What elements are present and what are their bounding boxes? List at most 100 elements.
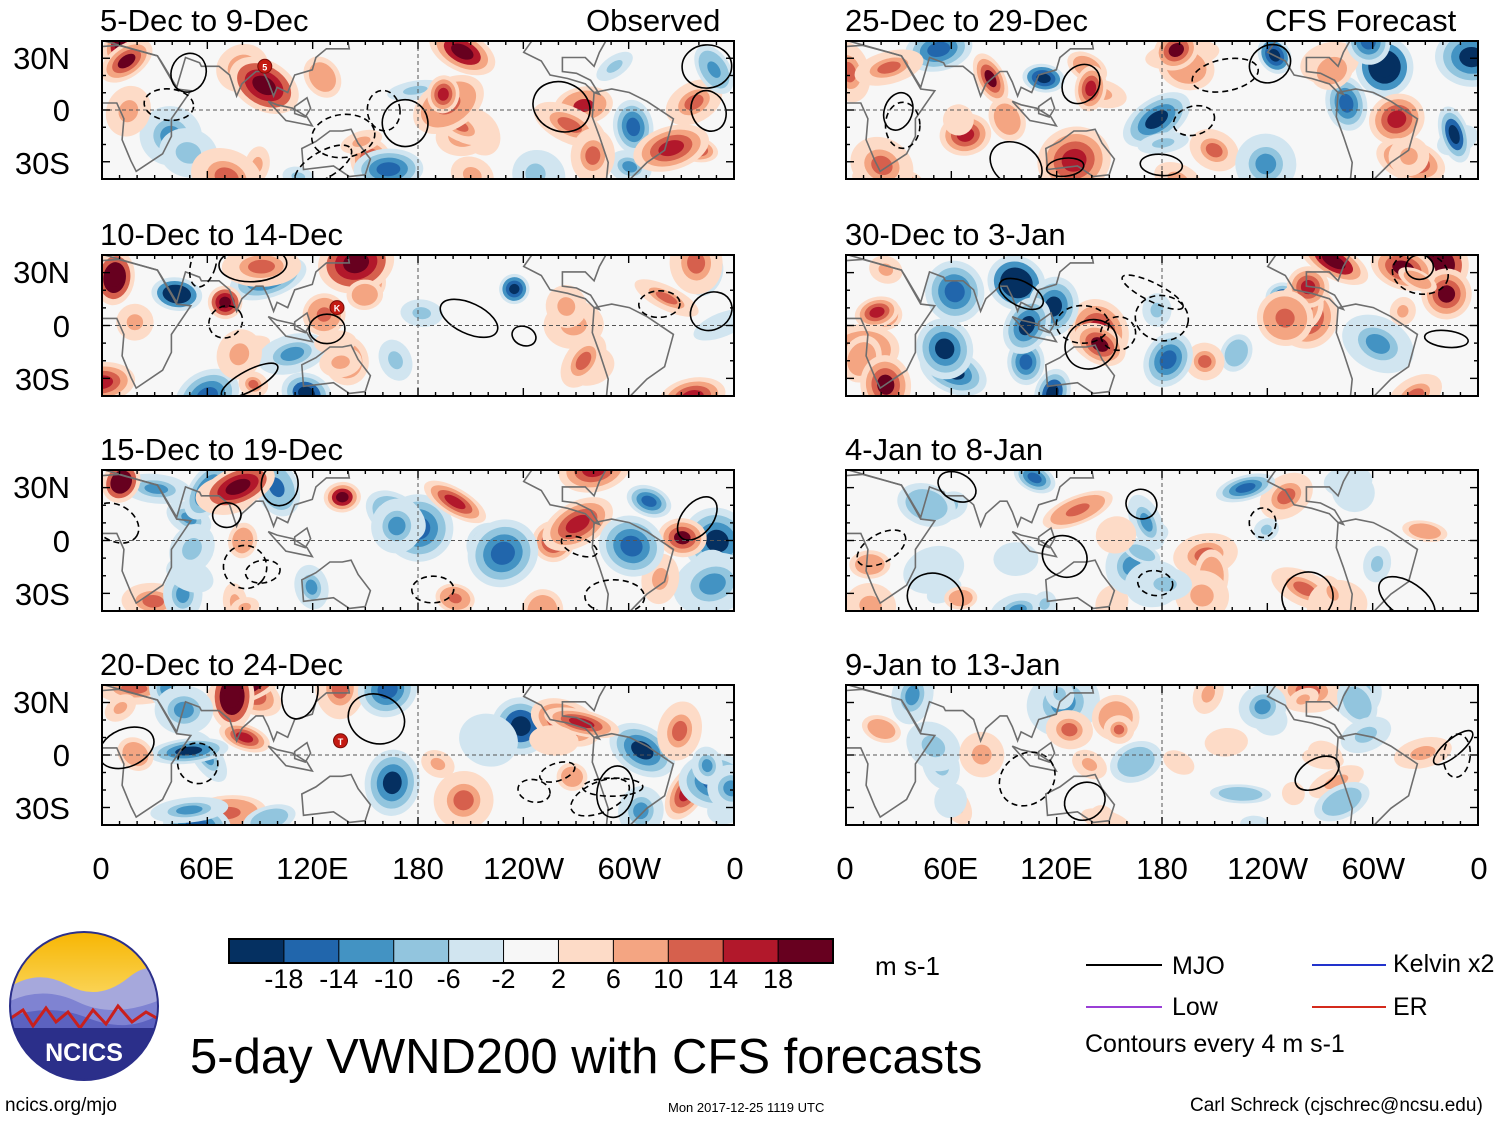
wind-anomaly-shading xyxy=(252,75,276,96)
lon-label: 0 xyxy=(726,851,744,886)
wind-anomaly-shading xyxy=(687,254,706,274)
wind-anomaly-shading xyxy=(871,155,893,176)
wind-anomaly-shading xyxy=(1216,736,1236,749)
coastline xyxy=(293,526,312,549)
wind-anomaly-shading xyxy=(314,68,331,87)
wind-anomaly-shading xyxy=(280,346,305,361)
mjo-contour xyxy=(517,778,551,804)
coastline xyxy=(522,684,608,741)
coastline xyxy=(1335,303,1419,397)
mjo-contour xyxy=(1045,157,1085,178)
wind-anomaly-shading xyxy=(575,351,592,371)
wind-anomaly-shading xyxy=(219,296,231,309)
mjo-contour xyxy=(211,501,242,529)
colorbar-tick-label: -6 xyxy=(436,964,461,994)
wind-anomaly-shading xyxy=(723,780,735,797)
wind-anomaly-shading xyxy=(1081,758,1098,771)
legend-er-label: ER xyxy=(1393,993,1428,1021)
mjo-contour xyxy=(1063,781,1106,822)
wind-anomaly-shading xyxy=(182,538,202,560)
coastline xyxy=(1044,128,1116,178)
wind-anomaly-shading xyxy=(606,59,623,73)
colorbar-swatch xyxy=(723,939,779,963)
wind-anomaly-shading xyxy=(453,790,474,811)
coastline xyxy=(1044,344,1116,395)
mjo-contour xyxy=(998,751,1056,807)
wind-anomaly-shading xyxy=(382,771,402,795)
mjo-contour xyxy=(218,254,288,283)
mjo-contour xyxy=(1136,569,1174,597)
wind-anomaly-shading xyxy=(1227,789,1254,799)
colorbar-swatch xyxy=(338,939,394,963)
lon-label: 60E xyxy=(923,851,979,886)
wind-anomaly-shading xyxy=(1448,125,1460,144)
colorbar-tick-label: -2 xyxy=(491,964,516,994)
lon-label: 180 xyxy=(1136,851,1188,886)
wind-anomaly-shading xyxy=(622,161,638,173)
lon-label: 60W xyxy=(597,851,662,886)
units-label: m s-1 xyxy=(875,951,940,981)
wind-anomaly-shading xyxy=(388,516,406,536)
wind-anomaly-shading xyxy=(305,579,318,595)
mjo-contour xyxy=(1378,575,1436,612)
coastline xyxy=(1266,40,1352,96)
wind-anomaly-shading xyxy=(944,281,965,303)
mjo-contour xyxy=(280,684,319,720)
wind-anomaly-shading xyxy=(935,338,955,360)
wind-anomaly-shading xyxy=(709,317,735,332)
wind-anomaly-shading xyxy=(940,789,961,812)
wind-anomaly-shading xyxy=(451,43,474,60)
wind-anomaly-shading xyxy=(1027,472,1042,484)
wind-anomaly-shading xyxy=(860,558,879,571)
wind-anomaly-shading xyxy=(1019,354,1033,370)
lat-label: 30N xyxy=(13,469,70,505)
panel-title-3: 15-Dec to 19-Dec xyxy=(100,432,343,467)
wind-anomaly-shading xyxy=(1255,153,1277,175)
wind-anomaly-shading xyxy=(699,573,726,595)
mjo-contour xyxy=(581,777,644,798)
wind-anomaly-shading xyxy=(1172,757,1186,768)
typhoon-marker: 5 xyxy=(257,58,273,74)
wind-anomaly-shading xyxy=(672,720,688,742)
wind-anomaly-shading xyxy=(626,117,641,137)
wind-anomaly-shading xyxy=(343,254,370,274)
wind-anomaly-shading xyxy=(1159,350,1177,370)
mjo-contour xyxy=(1281,571,1334,612)
mjo-contour xyxy=(681,44,733,89)
mjo-contour xyxy=(884,101,921,150)
wind-anomaly-shading xyxy=(582,469,607,478)
map-panel-8 xyxy=(845,684,1479,826)
wind-anomaly-shading xyxy=(1229,344,1244,362)
wind-anomaly-shading xyxy=(444,494,466,510)
legend-lines xyxy=(1086,964,1386,1008)
wind-anomaly-shading xyxy=(114,474,128,490)
wind-anomaly-shading xyxy=(1198,355,1212,368)
mjo-contour xyxy=(1248,507,1277,539)
wind-anomaly-shading xyxy=(412,307,431,320)
mjo-contour xyxy=(596,765,635,819)
wind-anomaly-shading xyxy=(1061,723,1078,737)
lon-label: 120E xyxy=(276,851,349,886)
wind-anomaly-shading xyxy=(1152,138,1175,148)
lat-label: 30S xyxy=(14,362,70,398)
colorbar-swatch xyxy=(283,939,339,963)
wind-anomaly-shading xyxy=(113,702,128,714)
panel-title-1: 5-Dec to 9-Dec xyxy=(100,3,309,38)
wind-anomaly-shading xyxy=(1286,786,1301,801)
forecast-header: CFS Forecast xyxy=(1265,3,1457,38)
map-panel-6 xyxy=(845,254,1479,397)
logo-text: NCICS xyxy=(45,1039,123,1067)
mjo-contour xyxy=(882,91,914,131)
lat-label: 0 xyxy=(52,308,70,344)
mjo-contour xyxy=(689,291,733,332)
colorbar-frame xyxy=(228,938,834,964)
wind-anomaly-shading xyxy=(1400,147,1418,165)
wind-anomaly-shading xyxy=(225,478,251,495)
wind-anomaly-shading xyxy=(655,291,678,305)
wind-anomaly-shading xyxy=(475,728,502,752)
wind-anomaly-shading xyxy=(509,283,520,295)
ncics-logo: NCICS xyxy=(9,931,159,1081)
wind-anomaly-shading xyxy=(953,592,968,604)
typhoon-marker-label: 5 xyxy=(262,62,267,72)
wind-anomaly-shading xyxy=(235,732,254,743)
